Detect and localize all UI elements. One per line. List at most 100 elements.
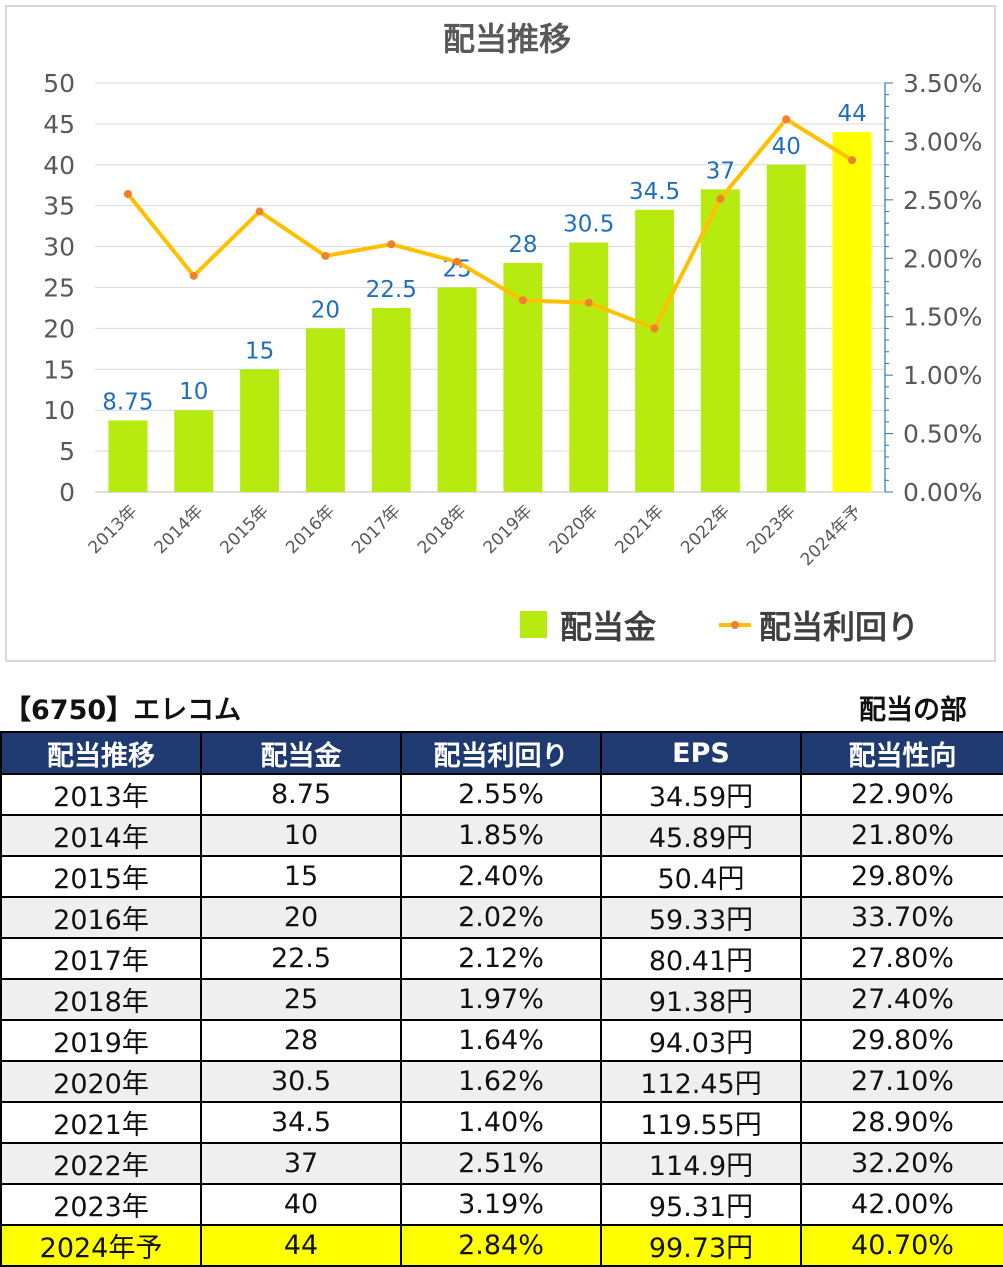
y-left-tick-label: 40 <box>43 151 75 180</box>
bar-2015年 <box>240 369 280 492</box>
bar-2021年 <box>635 209 675 493</box>
yield-point-2020年 <box>584 298 593 307</box>
cell-period: 2014年 <box>0 814 202 857</box>
cell-payout: 42.00% <box>800 1183 1003 1226</box>
y-left-tick-label: 15 <box>43 355 75 384</box>
chart-title: 配当推移 <box>443 20 571 58</box>
cell-payout: 27.40% <box>800 978 1003 1021</box>
cell-eps: 99.73円 <box>600 1224 802 1267</box>
data-label: 10 <box>179 379 208 405</box>
table-row: 2018年 25 1.97% 91.38円 27.40% <box>0 978 1003 1021</box>
table-row: 2016年 20 2.02% 59.33円 33.70% <box>0 896 1003 939</box>
cell-payout: 28.90% <box>800 1101 1003 1144</box>
cell-yield: 2.02% <box>400 896 602 939</box>
table-header-row: 【6750】エレコム 配当の部 <box>0 688 1003 728</box>
yield-point-2013年 <box>123 190 132 199</box>
data-label: 34.5 <box>629 179 680 205</box>
table-row: 2023年 40 3.19% 95.31円 42.00% <box>0 1183 1003 1226</box>
cell-period: 2013年 <box>0 773 202 816</box>
bar-series <box>108 132 872 493</box>
cell-payout: 29.80% <box>800 855 1003 898</box>
legend-swatch-dividend <box>520 611 547 638</box>
cell-dividend: 34.5 <box>200 1101 402 1144</box>
y-right-tick-label: 1.50% <box>903 303 982 332</box>
yield-line <box>126 117 854 331</box>
cell-payout: 21.80% <box>800 814 1003 857</box>
data-label: 22.5 <box>366 277 417 303</box>
cell-dividend: 8.75 <box>200 773 402 816</box>
table-row: 2024年予 44 2.84% 99.73円 40.70% <box>0 1224 1003 1267</box>
yield-point-2022年 <box>716 194 725 203</box>
table-row: 2020年 30.5 1.62% 112.45円 27.10% <box>0 1060 1003 1103</box>
cell-dividend: 25 <box>200 978 402 1021</box>
cell-dividend: 40 <box>200 1183 402 1226</box>
dividend-table: 配当推移 配当金 配当利回り EPS 配当性向 2013年 8.75 2.55% 34… <box>0 731 1003 1267</box>
cell-yield: 2.55% <box>400 773 602 816</box>
cell-yield: 2.84% <box>400 1224 602 1267</box>
y-right-tick-label: 0.00% <box>903 478 982 507</box>
yield-point-2023年 <box>782 115 791 124</box>
x-tick-label: 2024年予 <box>797 501 866 570</box>
bar-2016年 <box>305 328 345 492</box>
y-left-tick-label: 45 <box>43 110 75 139</box>
line-series <box>123 115 857 333</box>
col-header-period: 配当推移 <box>0 731 202 775</box>
cell-yield: 2.51% <box>400 1142 602 1185</box>
data-label: 20 <box>311 297 340 323</box>
cell-eps: 80.41円 <box>600 937 802 980</box>
data-label: 44 <box>837 101 866 127</box>
cell-dividend: 20 <box>200 896 402 939</box>
cell-dividend: 37 <box>200 1142 402 1185</box>
cell-dividend: 30.5 <box>200 1060 402 1103</box>
cell-yield: 1.97% <box>400 978 602 1021</box>
yield-point-2019年 <box>518 296 527 305</box>
yield-point-2017年 <box>387 240 396 249</box>
y-left-tick-label: 10 <box>43 396 75 425</box>
cell-eps: 59.33円 <box>600 896 802 939</box>
yield-point-2016年 <box>321 251 330 260</box>
cell-period: 2017年 <box>0 937 202 980</box>
bar-2023年 <box>766 164 806 493</box>
data-label: 30.5 <box>563 212 614 238</box>
y-left-tick-label: 50 <box>43 69 75 98</box>
cell-yield: 3.19% <box>400 1183 602 1226</box>
table-row: 2021年 34.5 1.40% 119.55円 28.90% <box>0 1101 1003 1144</box>
cell-dividend: 28 <box>200 1019 402 1062</box>
cell-period: 2018年 <box>0 978 202 1021</box>
legend-label-yield: 配当利回り <box>759 608 919 646</box>
table-row: 2014年 10 1.85% 45.89円 21.80% <box>0 814 1003 857</box>
cell-payout: 27.80% <box>800 937 1003 980</box>
legend: 配当金 配当利回り <box>520 608 919 646</box>
cell-period: 2020年 <box>0 1060 202 1103</box>
y-left-tick-label: 35 <box>43 192 75 221</box>
y-left-tick-label: 20 <box>43 314 75 343</box>
y-right-tick-label: 3.50% <box>903 69 982 98</box>
cell-eps: 95.31円 <box>600 1183 802 1226</box>
bar-2020年 <box>569 242 609 492</box>
bar-2013年 <box>108 420 148 492</box>
cell-eps: 114.9円 <box>600 1142 802 1185</box>
y-left-tick-label: 30 <box>43 233 75 262</box>
bar-2024年予 <box>832 132 872 492</box>
bar-2018年 <box>437 287 477 492</box>
x-tick-label: 2020年 <box>546 501 603 558</box>
y-left-tick-label: 25 <box>43 274 75 303</box>
x-tick-label: 2022年 <box>677 501 734 558</box>
yield-point-2021年 <box>650 324 659 333</box>
cell-dividend: 15 <box>200 855 402 898</box>
yield-point-2018年 <box>453 257 462 266</box>
cell-payout: 27.10% <box>800 1060 1003 1103</box>
cell-period: 2024年予 <box>0 1224 202 1267</box>
dividend-chart: 配当推移 0 5 10 15 20 25 30 35 40 45 50 0.00% 0.50% 1.00%… <box>43 20 982 646</box>
cell-period: 2015年 <box>0 855 202 898</box>
table-title: 【6750】エレコム <box>4 695 242 726</box>
cell-payout: 29.80% <box>800 1019 1003 1062</box>
x-tick-label: 2023年 <box>743 501 800 558</box>
cell-dividend: 22.5 <box>200 937 402 980</box>
cell-dividend: 10 <box>200 814 402 857</box>
yield-point-2015年 <box>255 207 264 216</box>
y-left-tick-label: 0 <box>59 478 75 507</box>
x-tick-label: 2021年 <box>611 501 668 558</box>
x-tick-label: 2016年 <box>282 501 339 558</box>
bar-2022年 <box>700 189 740 492</box>
